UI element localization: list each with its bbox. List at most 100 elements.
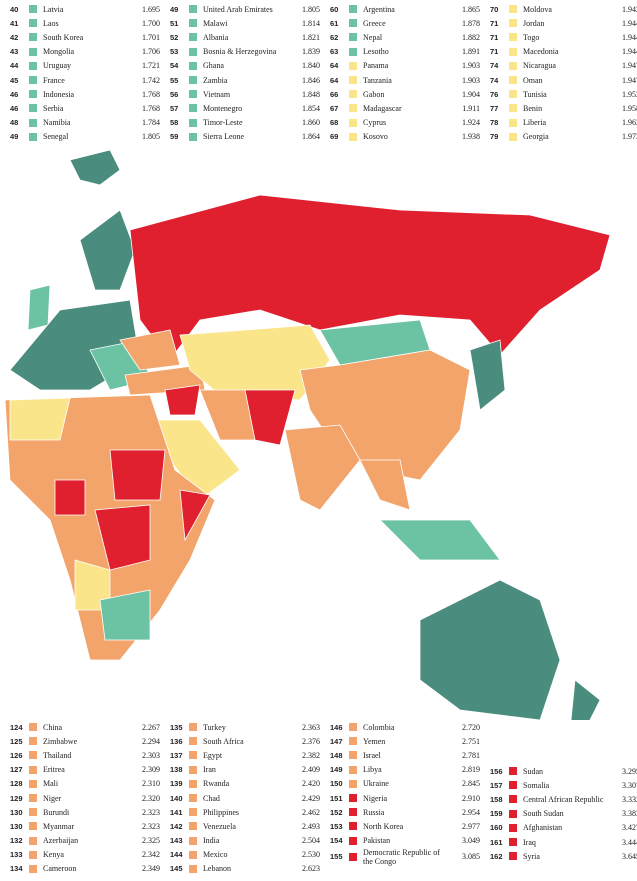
rank: 128 [10, 779, 23, 789]
country: Russia [363, 807, 385, 817]
ranking-row: 71 Togo 1.944 [490, 30, 637, 44]
rank: 40 [10, 4, 19, 14]
score: 3.444 [622, 837, 637, 847]
rank: 74 [490, 61, 499, 71]
land [419, 579, 561, 720]
swatch [349, 765, 357, 774]
ranking-row: 79 Georgia 1.973 [490, 130, 637, 144]
swatch [349, 47, 357, 56]
land [570, 679, 601, 720]
country: China [43, 722, 63, 732]
country: Gabon [363, 89, 385, 99]
country: Ukraine [363, 779, 389, 789]
swatch [189, 132, 197, 141]
ranking-row: 74 Oman 1.947 [490, 73, 637, 87]
ranking-row: 130 Myanmar 2.323 [10, 819, 160, 833]
swatch [349, 19, 357, 28]
ranking-row: 136 South Africa 2.376 [170, 734, 320, 748]
swatch [189, 765, 197, 774]
ranking-row: 70 Moldova 1.942 [490, 2, 637, 16]
score: 3.049 [462, 836, 480, 846]
country: Malawi [203, 18, 228, 28]
swatch [349, 822, 357, 831]
country: Egypt [203, 750, 223, 760]
land [54, 479, 86, 516]
score: 1.903 [462, 75, 480, 85]
country: Chad [203, 793, 220, 803]
ranking-row: 161 Iraq 3.444 [490, 835, 637, 849]
swatch [349, 61, 357, 70]
ranking-row: 49 Senegal 1.805 [10, 130, 160, 144]
rank: 56 [170, 89, 179, 99]
swatch [509, 795, 517, 804]
country: Philippines [203, 807, 240, 817]
rank: 136 [170, 736, 183, 746]
ranking-row: 42 South Korea 1.701 [10, 30, 160, 44]
score: 3.295 [622, 766, 637, 776]
ranking-row: 67 Madagascar 1.911 [330, 101, 480, 115]
swatch [189, 19, 197, 28]
score: 1.805 [302, 4, 320, 14]
swatch [29, 751, 37, 760]
rank: 59 [170, 132, 179, 142]
country: Syria [523, 851, 540, 861]
swatch [509, 767, 517, 776]
score: 2.504 [302, 836, 320, 846]
swatch [29, 132, 37, 141]
country: Cyprus [363, 118, 387, 128]
ranking-row: 126 Thailand 2.303 [10, 748, 160, 762]
swatch [29, 723, 37, 732]
ranking-row: 55 Zambia 1.846 [170, 73, 320, 87]
rank: 129 [10, 793, 23, 803]
score: 1.768 [142, 89, 160, 99]
ranking-column: 135 Turkey 2.363 136 South Africa 2.376 137 Egy… [170, 720, 320, 876]
swatch [509, 118, 517, 127]
rank: 140 [170, 793, 183, 803]
country: Somalia [523, 780, 550, 790]
swatch [189, 794, 197, 803]
ranking-column: 70Moldova1.94271Jordan1.94471Togo1.94471… [490, 2, 637, 144]
swatch [189, 118, 197, 127]
country: Greece [363, 18, 386, 28]
score: 2.303 [142, 750, 160, 760]
country: Thailand [43, 750, 72, 760]
land [99, 589, 151, 641]
rank: 130 [10, 821, 23, 831]
rank: 69 [330, 132, 339, 142]
swatch [189, 104, 197, 113]
score: 1.938 [462, 132, 480, 142]
country: Latvia [43, 4, 64, 14]
rank: 146 [330, 722, 343, 732]
ranking-row: 154 Pakistan 3.049 [330, 834, 480, 848]
rank: 57 [170, 103, 179, 113]
score: 2.819 [462, 765, 480, 775]
country: Sudan [523, 766, 543, 776]
swatch [509, 132, 517, 141]
ranking-row: 132 Azerbaijan 2.325 [10, 834, 160, 848]
score: 1.700 [142, 18, 160, 28]
rank: 155 [330, 852, 343, 862]
ranking-row: 140 Chad 2.429 [170, 791, 320, 805]
ranking-row: 71 Jordan 1.944 [490, 16, 637, 30]
swatch [349, 5, 357, 14]
swatch [509, 823, 517, 832]
ranking-row: 74 Nicaragua 1.947 [490, 59, 637, 73]
rank: 64 [330, 61, 339, 71]
swatch [509, 852, 517, 861]
swatch [189, 808, 197, 817]
rank: 52 [170, 32, 179, 42]
swatch [189, 61, 197, 70]
score: 1.695 [142, 4, 160, 14]
ranking-row: 48 Namibia 1.784 [10, 116, 160, 130]
rank: 46 [10, 89, 19, 99]
swatch [189, 836, 197, 845]
country: Myanmar [43, 821, 75, 831]
swatch [509, 19, 517, 28]
land [69, 149, 121, 186]
rank: 138 [170, 765, 183, 775]
rank: 63 [330, 47, 339, 57]
score: 1.701 [142, 32, 160, 42]
score: 2.720 [462, 722, 480, 732]
land [359, 459, 411, 511]
score: 1.805 [142, 132, 160, 142]
